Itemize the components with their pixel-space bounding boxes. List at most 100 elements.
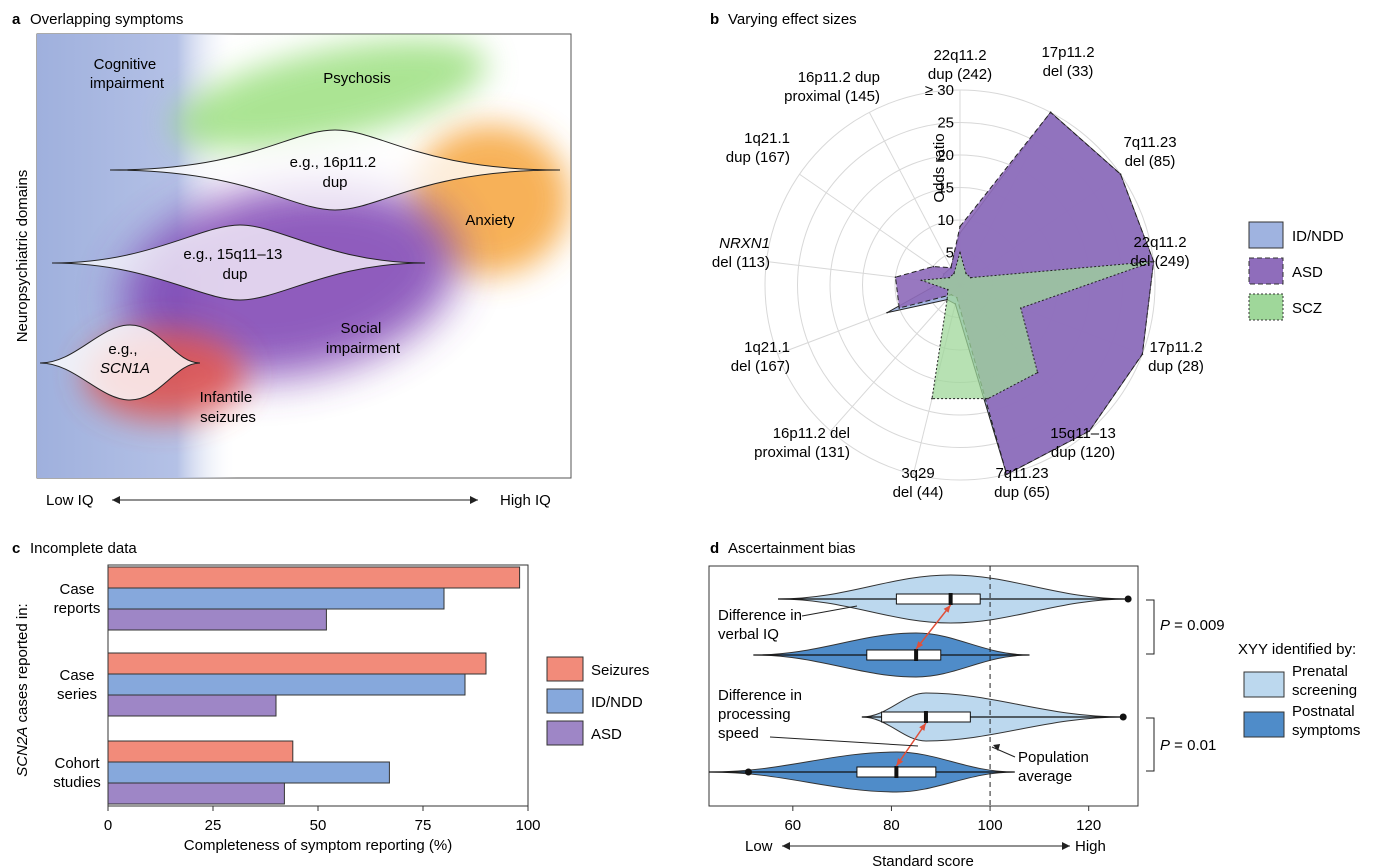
radar-category-label: 1q21.1 del (167) (731, 339, 790, 375)
p-value: = 0.01 (1170, 737, 1216, 754)
violin-16p11-dup (109, 129, 561, 211)
bar-category-label-line: studies (53, 774, 101, 791)
bar-ylabel: SCN2A cases reported in: (14, 603, 31, 776)
legend-label: Prenatal screening (1292, 663, 1357, 699)
violin-15q11-dup (51, 224, 426, 301)
bar-xtick-label: 75 (415, 817, 432, 834)
radar-category-label-line: del (167) (731, 358, 790, 375)
radar-tick-label: 20 (937, 147, 954, 164)
legend-label: ASD (1292, 264, 1323, 281)
bar-category-label: Cohort studies (53, 755, 101, 791)
p-value-label: P = 0.01 (1160, 737, 1216, 754)
difference-arrowhead (916, 641, 924, 649)
difference-arrow (915, 604, 952, 650)
bar-xtick-label: 100 (515, 817, 540, 834)
radar-category-label-line: 15q11–13 (1050, 425, 1116, 442)
radar-tick-label: 10 (937, 212, 954, 229)
bar-asd (107, 782, 285, 805)
radar-point (1005, 473, 1008, 476)
violin-median (914, 649, 919, 661)
legend-swatch (1243, 711, 1285, 738)
radar-category-label-line: dup (120) (1051, 444, 1115, 461)
label-high: High (1075, 838, 1106, 855)
radar-category-label: 17p11.2 dup (28) (1148, 339, 1204, 375)
radar-category-label-line: proximal (145) (784, 88, 880, 105)
legend-swatch-id-ndd (546, 688, 584, 714)
p-value: = 0.009 (1170, 617, 1225, 634)
violin-outlier (744, 768, 752, 776)
radar-category-label-line: del (33) (1043, 63, 1094, 80)
violin-median (948, 593, 953, 605)
annotation-verbal-iq: Difference in verbal IQ (718, 607, 802, 643)
bar-id-ndd (107, 587, 445, 610)
radar-category-label: 22q11.2 dup (242) (928, 47, 992, 83)
annotation-processing-speed-line: speed (718, 725, 759, 742)
panel-d-title: Ascertainment bias (728, 540, 856, 557)
annotation-population-average-line: average (1018, 768, 1072, 785)
legend-label-line: screening (1292, 682, 1357, 699)
p-bracket (1146, 717, 1155, 772)
radar-category-label-line: 7q11.23 (995, 465, 1048, 482)
label-high-iq: High IQ (500, 492, 551, 509)
panel-a-letter: a (12, 11, 21, 28)
radar-point (1119, 173, 1122, 176)
panel-a: a Overlapping symptoms Cognitive impairm… (12, 11, 572, 509)
bar-legend: Seizures ID/NDD ASD (546, 656, 649, 746)
radar-category-label-line: dup (242) (928, 66, 992, 83)
radar-category-label-line: dup (28) (1148, 358, 1204, 375)
panel-b-title: Varying effect sizes (728, 11, 857, 28)
radar-point (959, 225, 961, 228)
radar-category-label: 1q21.1 dup (167) (726, 130, 790, 166)
label-low: Low (745, 838, 773, 855)
difference-arrowhead (896, 758, 904, 766)
violin-xtick-label: 60 (784, 817, 801, 834)
radar-category-label-line: 22q11.2 (933, 47, 986, 64)
radar-category-label: 17p11.2 del (33) (1041, 44, 1094, 80)
radar-point (946, 298, 948, 301)
radar-point (987, 397, 989, 400)
radar-point (953, 272, 955, 275)
legend-swatch-asd (1248, 257, 1284, 285)
p-symbol: P (1160, 617, 1170, 634)
radar-point (932, 265, 935, 268)
panel-c-letter: c (12, 540, 20, 557)
radar-category-label-line: NRXN1 (719, 235, 770, 252)
radar-point (931, 397, 933, 400)
legend-label: ASD (591, 726, 622, 743)
bar-id-ndd (107, 673, 466, 696)
legend-label-line: Postnatal (1292, 703, 1355, 720)
legend-label: ID/NDD (1292, 228, 1344, 245)
radar-tick-label: 15 (937, 180, 954, 197)
radar-category-label-line: dup (167) (726, 149, 790, 166)
bar-id-ndd (107, 761, 390, 784)
bar-category-label: Case reports (54, 581, 101, 617)
p-value-label: P = 0.009 (1160, 617, 1225, 634)
iq-arrow (112, 496, 478, 504)
radar-point (920, 279, 923, 282)
legend-label-line: symptoms (1292, 722, 1360, 739)
radar-spoke (868, 112, 961, 286)
annotation-population-average-line: Population (1018, 749, 1089, 766)
legend-swatch-asd (546, 720, 584, 746)
radar-category-label-line: del (113) (712, 254, 770, 271)
radar-point (1152, 260, 1155, 263)
violin-median (894, 766, 899, 778)
violin-legend: XYY identified by: Prenatal screening Postn… (1238, 641, 1360, 739)
radar-category-label-line: 22q11.2 (1133, 234, 1186, 251)
annotation-leader (769, 736, 919, 747)
bar-xtick-label: 25 (205, 817, 222, 834)
legend-label-line: Prenatal (1292, 663, 1348, 680)
radar-category-label: 3q29 del (44) (893, 465, 944, 501)
radar-point (1049, 111, 1052, 114)
panel-d-letter: d (710, 540, 719, 557)
radar-point (1019, 307, 1022, 309)
radar-legend: ID/NDD ASD SCZ (1248, 221, 1344, 321)
bar-xlabel: Completeness of symptom reporting (%) (184, 837, 452, 854)
radar-point (969, 276, 972, 279)
bar-xtick-label: 50 (310, 817, 327, 834)
annotation-processing-speed-line: processing (718, 706, 791, 723)
radar-tick-label: ≥ 30 (925, 82, 954, 99)
legend-label: Seizures (591, 662, 649, 679)
